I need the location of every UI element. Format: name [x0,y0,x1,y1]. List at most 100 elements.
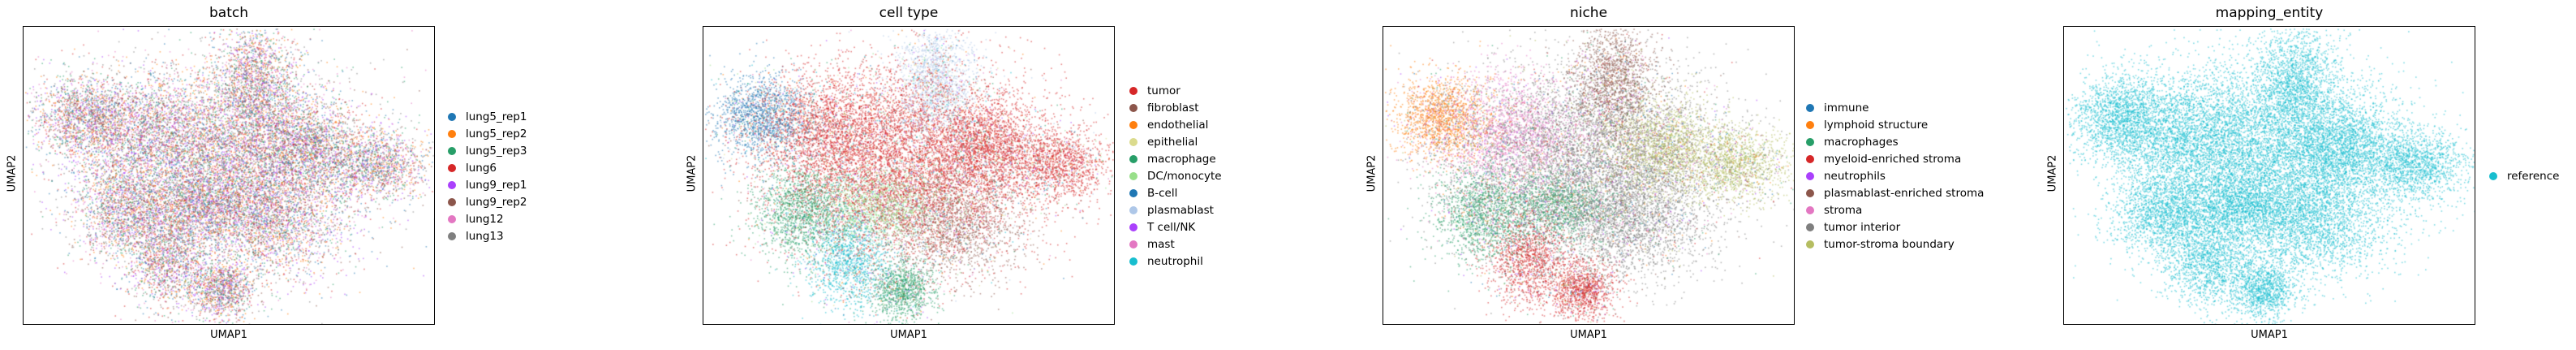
scatter-canvas [24,27,434,324]
legend-label: macrophage [1147,152,1216,166]
legend-item: lung9_rep2 [448,193,527,210]
chart-title: niche [1569,5,1608,21]
legend-marker [1806,240,1814,248]
legend-label: fibroblast [1147,101,1199,115]
legend-item: B-cell [1129,184,1222,201]
legend-marker [1129,188,1137,197]
legend-label: lung12 [466,212,504,226]
legend-item: lung5_rep1 [448,108,527,125]
legend-marker [1129,137,1137,146]
legend-label: T cell/NK [1147,220,1196,234]
legend-marker [448,146,456,155]
legend-marker [448,163,456,172]
x-axis-label: UMAP1 [1570,329,1607,341]
legend-item: epithelial [1129,133,1222,150]
legend-label: plasmablast-enriched stroma [1824,186,1985,200]
legend-marker [448,112,456,121]
legend-item: lung9_rep1 [448,176,527,193]
legend-marker [1129,223,1137,231]
legend-item: macrophage [1129,150,1222,167]
legend: lung5_rep1 lung5_rep2 lung5_rep3 lung6 lung9… [448,108,527,244]
legend-label: lung9_rep2 [466,195,527,209]
chart-title: mapping_entity [2215,5,2324,21]
legend-item: immune [1806,99,1984,116]
legend-label: lung9_rep1 [466,178,527,192]
legend-label: tumor interior [1824,220,1901,234]
legend-label: tumor-stroma boundary [1824,237,1955,251]
legend-item: DC/monocyte [1129,167,1222,184]
legend-marker [1129,86,1137,95]
legend-label: lung5_rep2 [466,127,527,140]
legend-label: neutrophils [1824,169,1886,183]
legend-item: macrophages [1806,133,1984,150]
legend-item: mast [1129,235,1222,253]
legend-marker [1806,120,1814,129]
legend-item: myeloid-enriched stroma [1806,150,1984,167]
legend-label: lung6 [466,161,497,175]
legend-marker [1806,205,1814,214]
legend-marker [1806,137,1814,146]
scatter-canvas [2064,27,2475,324]
legend-marker [2489,171,2497,180]
legend-marker [1129,103,1137,112]
legend-item: lung5_rep2 [448,125,527,142]
legend-item: stroma [1806,201,1984,218]
legend-item: tumor-stroma boundary [1806,235,1984,253]
legend-marker [1806,171,1814,180]
legend-item: tumor [1129,82,1222,99]
legend-item: tumor interior [1806,218,1984,235]
legend-marker [1129,154,1137,163]
legend-item: plasmablast-enriched stroma [1806,184,1984,201]
legend-label: lung13 [466,229,504,243]
legend-marker [1129,240,1137,248]
legend-item: lung12 [448,210,527,227]
legend-label: immune [1824,101,1869,115]
legend-label: DC/monocyte [1147,169,1222,183]
legend-item: endothelial [1129,116,1222,133]
legend-marker [448,197,456,206]
legend-marker [1806,188,1814,197]
legend-item: reference [2489,167,2559,184]
plot-area [1383,26,1795,325]
legend-marker [1806,103,1814,112]
legend-item: fibroblast [1129,99,1222,116]
legend-label: stroma [1824,203,1863,217]
legend-label: lymphoid structure [1824,118,1929,132]
plot-area [703,26,1115,325]
plot-area [2063,26,2475,325]
scatter-canvas [703,27,1114,324]
legend-item: lung13 [448,227,527,244]
legend-label: mast [1147,237,1175,251]
legend: tumor fibroblast endothelial epithelial macr… [1129,82,1222,270]
legend-label: neutrophil [1147,254,1203,268]
x-axis-label: UMAP1 [2251,329,2288,341]
legend-label: tumor [1147,84,1180,97]
legend-marker [1129,171,1137,180]
legend-item: T cell/NK [1129,218,1222,235]
y-axis-label: UMAP2 [6,154,19,192]
legend: immune lymphoid structure macrophages myelo… [1806,99,1984,253]
legend-item: lung5_rep3 [448,142,527,159]
chart-title: batch [209,5,248,21]
plot-area [23,26,435,325]
legend-marker [1806,154,1814,163]
y-axis-label: UMAP2 [2046,154,2059,192]
y-axis-label: UMAP2 [686,154,699,192]
legend-marker [448,214,456,223]
x-axis-label: UMAP1 [890,329,927,341]
legend-label: plasmablast [1147,203,1214,217]
legend-item: lymphoid structure [1806,116,1984,133]
legend-marker [448,180,456,189]
scatter-canvas [1383,27,1794,324]
legend-label: epithelial [1147,135,1198,149]
legend-label: myeloid-enriched stroma [1824,152,1962,166]
legend-marker [1129,257,1137,266]
legend-label: B-cell [1147,186,1178,200]
legend-label: macrophages [1824,135,1899,149]
legend-marker [1129,120,1137,129]
y-axis-label: UMAP2 [1365,154,1378,192]
x-axis-label: UMAP1 [210,329,247,341]
legend-item: plasmablast [1129,201,1222,218]
legend-marker [448,129,456,138]
legend-item: lung6 [448,159,527,176]
